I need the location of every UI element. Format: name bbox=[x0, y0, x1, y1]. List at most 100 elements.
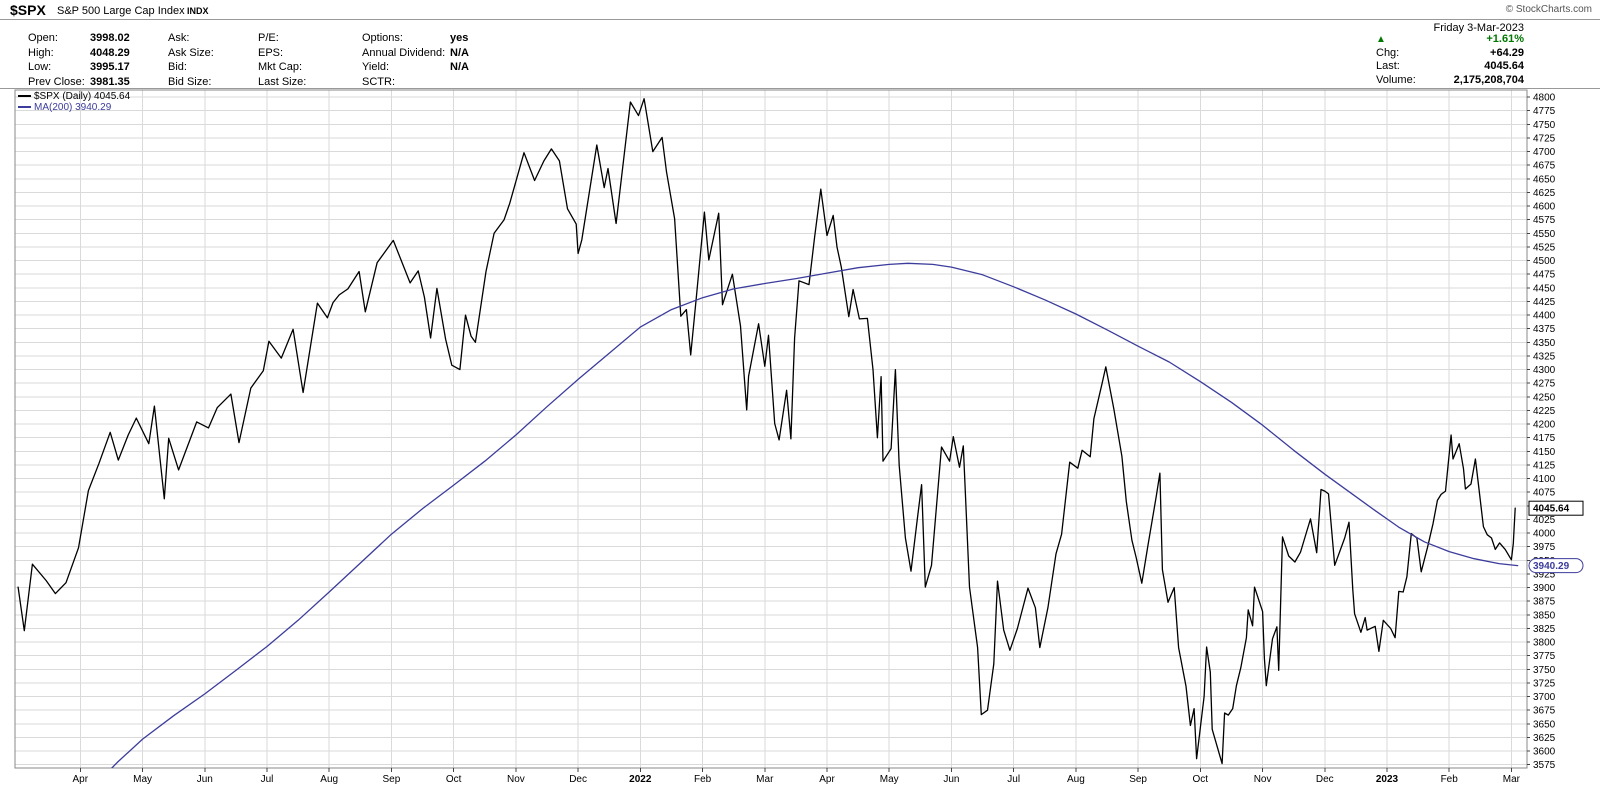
svg-text:3975: 3975 bbox=[1533, 542, 1556, 553]
svg-text:Nov: Nov bbox=[1254, 774, 1272, 785]
svg-text:4075: 4075 bbox=[1533, 488, 1556, 499]
svg-text:3625: 3625 bbox=[1533, 733, 1556, 744]
svg-text:2023: 2023 bbox=[1376, 774, 1399, 785]
svg-text:4375: 4375 bbox=[1533, 324, 1556, 335]
svg-text:Mar: Mar bbox=[1503, 774, 1521, 785]
exchange-label: INDX bbox=[187, 6, 209, 16]
price-line-swatch bbox=[18, 95, 31, 98]
yield-value: N/A bbox=[450, 61, 469, 73]
svg-text:Oct: Oct bbox=[446, 774, 462, 785]
ma-line-swatch bbox=[18, 106, 31, 109]
options-label: Options: bbox=[362, 32, 403, 44]
dividend-label: Annual Dividend: bbox=[362, 46, 446, 59]
eps-label: EPS: bbox=[258, 46, 284, 59]
svg-text:4025: 4025 bbox=[1533, 515, 1556, 526]
last-size-label: Last Size: bbox=[258, 75, 307, 88]
svg-text:4600: 4600 bbox=[1533, 202, 1556, 213]
svg-text:4250: 4250 bbox=[1533, 392, 1556, 403]
svg-text:3825: 3825 bbox=[1533, 624, 1556, 635]
svg-text:May: May bbox=[133, 774, 152, 785]
svg-text:4775: 4775 bbox=[1533, 106, 1556, 117]
svg-text:4300: 4300 bbox=[1533, 365, 1556, 376]
svg-text:Jul: Jul bbox=[261, 774, 274, 785]
svg-text:4350: 4350 bbox=[1533, 338, 1556, 349]
open-label: Open: bbox=[28, 32, 58, 44]
svg-text:3875: 3875 bbox=[1533, 597, 1556, 608]
low-value: 3995.17 bbox=[90, 61, 130, 73]
last-label: Last: bbox=[1376, 60, 1400, 72]
svg-text:3725: 3725 bbox=[1533, 679, 1556, 690]
svg-text:4200: 4200 bbox=[1533, 420, 1556, 431]
svg-text:2022: 2022 bbox=[629, 774, 652, 785]
svg-text:4325: 4325 bbox=[1533, 352, 1556, 363]
svg-text:Sep: Sep bbox=[1129, 774, 1147, 785]
svg-text:3925: 3925 bbox=[1533, 570, 1556, 581]
x-axis-labels: Apr May Jun Jul Aug Sep Oct Nov Dec 2022 Feb Mar Apr… bbox=[73, 768, 1521, 785]
svg-text:4100: 4100 bbox=[1533, 474, 1556, 485]
quote-col-bid-ask: Ask: Ask Size: Bid: Bid Size: bbox=[168, 31, 228, 89]
svg-text:4650: 4650 bbox=[1533, 174, 1556, 185]
quote-panel-divider bbox=[0, 88, 1600, 89]
svg-text:3650: 3650 bbox=[1533, 719, 1556, 730]
svg-text:4625: 4625 bbox=[1533, 188, 1556, 199]
svg-text:3600: 3600 bbox=[1533, 747, 1556, 758]
high-value: 4048.29 bbox=[90, 46, 130, 59]
chart-legend: $SPX (Daily) 4045.64 MA(200) 3940.29 bbox=[18, 91, 130, 113]
percent-change: +1.61% bbox=[1486, 33, 1524, 45]
dividend-value: N/A bbox=[450, 46, 469, 59]
svg-text:4175: 4175 bbox=[1533, 433, 1556, 444]
plot-frame bbox=[14, 89, 1528, 769]
svg-text:Jun: Jun bbox=[943, 774, 959, 785]
svg-text:4150: 4150 bbox=[1533, 447, 1556, 458]
bid-label: Bid: bbox=[168, 61, 187, 73]
svg-text:3800: 3800 bbox=[1533, 638, 1556, 649]
svg-text:3940.29: 3940.29 bbox=[1533, 561, 1570, 572]
price-legend-label: $SPX (Daily) 4045.64 bbox=[34, 91, 131, 102]
svg-text:4400: 4400 bbox=[1533, 311, 1556, 322]
svg-text:3775: 3775 bbox=[1533, 651, 1556, 662]
options-value: yes bbox=[450, 32, 469, 44]
stockcharts-watermark: © StockCharts.com bbox=[1505, 4, 1592, 15]
last-value: 4045.64 bbox=[1484, 60, 1524, 72]
svg-text:Dec: Dec bbox=[1316, 774, 1334, 785]
ask-label: Ask: bbox=[168, 32, 190, 44]
price-chart: 3575 3600 3625 3650 3675 3700 3725 3750 3775 3800… bbox=[14, 89, 1584, 785]
ma-line bbox=[110, 262, 1519, 768]
svg-text:4475: 4475 bbox=[1533, 270, 1556, 281]
svg-text:4275: 4275 bbox=[1533, 379, 1556, 390]
quote-col-fundamentals: P/E: EPS: Mkt Cap: Last Size: bbox=[258, 31, 320, 89]
svg-text:May: May bbox=[880, 774, 899, 785]
svg-text:Feb: Feb bbox=[1441, 774, 1459, 785]
sctr-label: SCTR: bbox=[362, 75, 395, 88]
svg-text:4725: 4725 bbox=[1533, 134, 1556, 145]
chart-date: Friday 3-Mar-2023 bbox=[1433, 22, 1524, 34]
ma-legend-label: MA(200) 3940.29 bbox=[34, 102, 112, 113]
price-tags: 4045.64 3940.29 bbox=[1528, 500, 1584, 574]
quote-panel: Open: 3998.02 High: 4048.29 Low: 3995.17 Pr… bbox=[0, 31, 1600, 88]
svg-text:Feb: Feb bbox=[694, 774, 712, 785]
svg-text:4000: 4000 bbox=[1533, 529, 1556, 540]
quote-col-misc: Options: yes Annual Dividend: N/A Yield: N/… bbox=[362, 31, 469, 89]
symbol: $SPX bbox=[10, 2, 46, 18]
svg-text:3700: 3700 bbox=[1533, 692, 1556, 703]
series-lines bbox=[17, 98, 1519, 768]
svg-text:4750: 4750 bbox=[1533, 120, 1556, 131]
svg-text:3850: 3850 bbox=[1533, 610, 1556, 621]
svg-text:3575: 3575 bbox=[1533, 760, 1556, 771]
svg-text:3900: 3900 bbox=[1533, 583, 1556, 594]
svg-text:4800: 4800 bbox=[1533, 93, 1556, 104]
svg-text:4700: 4700 bbox=[1533, 147, 1556, 158]
price-line bbox=[17, 98, 1516, 765]
svg-text:Jun: Jun bbox=[197, 774, 213, 785]
svg-text:4225: 4225 bbox=[1533, 406, 1556, 417]
prev-close-value: 3981.35 bbox=[90, 75, 130, 88]
low-label: Low: bbox=[28, 61, 52, 73]
svg-text:4575: 4575 bbox=[1533, 215, 1556, 226]
pe-label: P/E: bbox=[258, 32, 279, 44]
svg-text:4125: 4125 bbox=[1533, 461, 1556, 472]
svg-text:Apr: Apr bbox=[819, 774, 835, 785]
svg-text:4500: 4500 bbox=[1533, 256, 1556, 267]
svg-text:3675: 3675 bbox=[1533, 706, 1556, 717]
volume-value: 2,175,208,704 bbox=[1453, 73, 1524, 86]
